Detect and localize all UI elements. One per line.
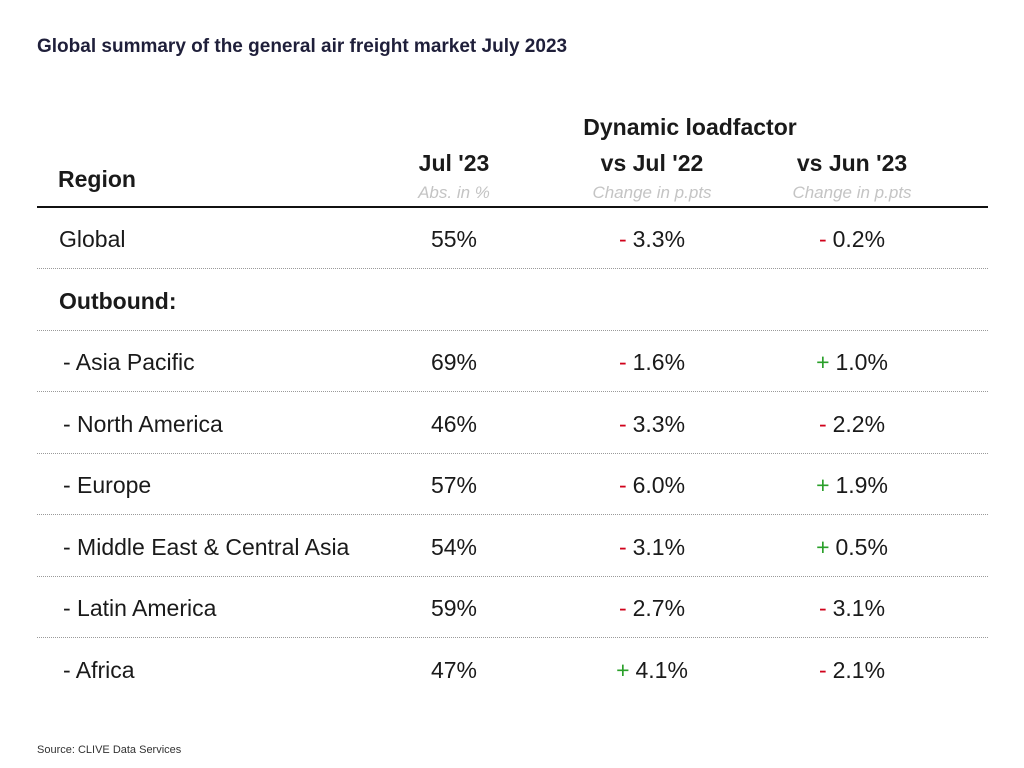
abs-value: 46% [430,410,478,437]
col-header-vs-jun23: vs Jun '23 [796,150,908,176]
abs-value: 47% [430,656,478,683]
change-vs-jun23: -2.1% [752,657,952,684]
row-divider [37,329,988,331]
change-vs-jun23: -2.2% [752,411,952,438]
region-label: - Europe [63,472,152,498]
change-vs-jul22: -6.0% [552,472,752,499]
change-value: 2.1% [832,656,886,683]
minus-sign: - [618,349,627,375]
col-header-region: Region [58,166,136,192]
region-label: - Latin America [63,595,217,621]
source-note: Source: CLIVE Data Services [37,744,182,756]
minus-sign: - [818,410,827,437]
region-label: - North America [63,410,223,437]
change-value: 2.7% [632,595,686,621]
chart-title: Global summary of the general air freigh… [37,36,568,57]
change-vs-jul22: -3.3% [552,411,752,438]
region-label: Global [59,226,126,252]
abs-value: 59% [430,595,478,621]
table-row: - Africa 47% +4.1% -2.1% [37,639,988,700]
abs-value: 69% [430,349,478,375]
region-label: Outbound: [59,287,177,314]
change-value: 3.1% [632,533,686,560]
minus-sign: - [818,595,827,621]
region-label: - Africa [63,656,135,683]
change-vs-jul22: -2.7% [552,595,752,622]
table-row: - Middle East & Central Asia 54% -3.1% +0.5… [37,516,988,577]
change-value: 4.1% [635,656,688,683]
plus-sign: + [816,349,830,375]
change-value: 0.5% [835,533,888,560]
abs-value: 54% [430,533,478,560]
region-label: - Middle East & Central Asia [63,533,350,560]
row-divider [37,637,988,638]
col-subheader-jul23: Abs. in % [418,183,490,202]
change-vs-jun23: +1.0% [752,349,952,376]
change-value: 3.1% [832,595,886,621]
change-value: 1.0% [835,349,888,375]
change-value: 3.3% [632,410,686,437]
plus-sign: + [616,656,630,683]
region-label: - Asia Pacific [63,349,195,375]
minus-sign: - [618,472,627,498]
change-value: 3.3% [632,226,686,252]
change-vs-jun23: +0.5% [752,534,952,561]
change-value: 1.9% [835,472,888,498]
header-rule [37,206,988,208]
change-value: 0.2% [832,226,886,252]
row-divider [37,452,988,454]
row-divider [37,268,988,269]
change-vs-jun23: -3.1% [752,595,952,622]
col-header-vs-jul22: vs Jul '22 [600,150,704,176]
group-header: Dynamic loadfactor [583,114,797,140]
plus-sign: + [816,533,830,560]
table-row: - North America 46% -3.3% -2.2% [37,393,988,454]
plus-sign: + [816,472,830,498]
table-row: - Latin America 59% -2.7% -3.1% [37,577,988,638]
table-row: Global 55% -3.3% -0.2% [37,208,988,269]
minus-sign: - [618,226,627,252]
minus-sign: - [618,410,627,437]
change-value: 6.0% [632,472,686,498]
col-subheader-vs-jun23: Change in p.pts [792,183,912,202]
change-vs-jul22: -3.1% [552,534,752,561]
change-vs-jul22: -3.3% [552,226,752,253]
table-row: - Europe 57% -6.0% +1.9% [37,454,988,515]
row-divider [37,391,988,392]
change-value: 1.6% [632,349,686,375]
change-vs-jun23: +1.9% [752,472,952,499]
minus-sign: - [818,226,827,252]
row-divider [37,575,988,577]
table-row: - Asia Pacific 69% -1.6% +1.0% [37,331,988,392]
row-divider [37,514,988,515]
change-value: 2.2% [832,410,886,437]
col-subheader-vs-jul22: Change in p.pts [592,183,712,202]
change-vs-jun23: -0.2% [752,226,952,253]
minus-sign: - [818,656,827,683]
change-vs-jul22: +4.1% [552,657,752,684]
col-header-jul23: Jul '23 [418,150,490,176]
abs-value: 55% [430,226,478,252]
section-row: Outbound: [37,270,988,331]
abs-value: 57% [430,472,478,498]
minus-sign: - [618,595,627,621]
change-vs-jul22: -1.6% [552,349,752,376]
minus-sign: - [618,533,627,560]
